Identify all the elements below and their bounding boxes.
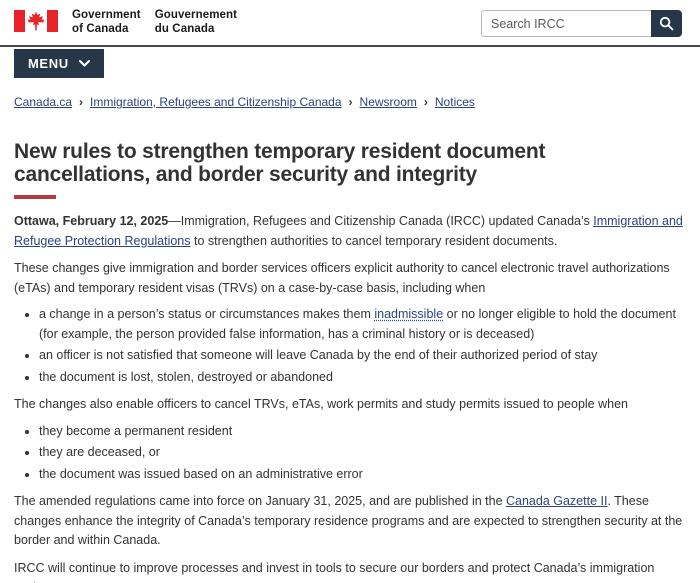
li1-text: a change in a person’s status or circums…	[39, 307, 375, 321]
list-item: the document was issued based on an admi…	[39, 465, 686, 485]
permit-cancellation-list: they become a permanent resident they ar…	[14, 422, 686, 485]
government-of-canada-logo[interactable]: Government of Canada Gouvernement du Can…	[14, 9, 237, 36]
search-icon	[659, 16, 674, 31]
paragraph-changes-intro: These changes give immigration and borde…	[14, 261, 670, 295]
dateline-dash: —	[168, 214, 181, 228]
paragraph-dateline: Ottawa, February 12, 2025—Immigration, R…	[14, 212, 686, 251]
inadmissible-definition-link[interactable]: inadmissible	[374, 307, 444, 321]
menu-button-label: MENU	[28, 56, 69, 71]
wordmark-english: Government of Canada	[72, 9, 141, 35]
breadcrumb-link-canada-ca[interactable]: Canada.ca	[14, 95, 73, 109]
canada-gazette-link[interactable]: Canada Gazette II	[506, 494, 608, 508]
p4-text-end: . These changes enhance the integrity of…	[14, 494, 683, 547]
government-wordmark: Government of Canada Gouvernement du Can…	[72, 9, 237, 36]
breadcrumb-link-notices[interactable]: Notices	[434, 95, 475, 109]
title-accent-bar	[14, 195, 56, 199]
p4-text: The amended regulations came into force …	[14, 494, 506, 508]
paragraph-closing: IRCC will continue to improve processes …	[14, 560, 655, 583]
li1-text-end: or no longer eligible to hold the docume…	[39, 307, 676, 341]
p1-text: Immigration, Refugees and Citizenship Ca…	[180, 214, 594, 228]
menu-button[interactable]: MENU	[14, 49, 104, 78]
article: New rules to strengthen temporary reside…	[0, 140, 700, 583]
regulations-link[interactable]: Immigration and Refugee Protection Regul…	[14, 214, 683, 248]
cancellation-reasons-list: a change in a person’s status or circums…	[14, 305, 686, 387]
canada-flag-icon	[14, 10, 58, 32]
page-title: New rules to strengthen temporary reside…	[14, 140, 546, 186]
list-item: an officer is not satisfied that someone…	[39, 346, 686, 366]
list-item: the document is lost, stolen, destroyed …	[39, 368, 686, 388]
paragraph-regulations-force: The amended regulations came into force …	[14, 492, 686, 551]
header-divider	[0, 45, 700, 47]
chevron-down-icon	[78, 60, 90, 67]
list-item: a change in a person’s status or circums…	[39, 305, 686, 344]
breadcrumb-separator: ›	[348, 95, 353, 109]
p1-text-end: to strengthen authorities to cancel temp…	[190, 233, 558, 248]
breadcrumb-separator: ›	[79, 95, 84, 109]
breadcrumb: Canada.ca › Immigration, Refugees and Citi…	[0, 80, 700, 109]
site-header: Government of Canada Gouvernement du Can…	[0, 0, 700, 45]
search-button[interactable]	[651, 10, 682, 37]
menu-bar: MENU	[0, 47, 700, 80]
dateline: Ottawa, February 12, 2025	[14, 214, 169, 228]
search-input[interactable]	[481, 10, 651, 37]
search-area	[481, 10, 682, 37]
list-item: they are deceased, or	[39, 443, 686, 463]
breadcrumb-separator: ›	[423, 95, 428, 109]
list-item: they become a permanent resident	[39, 422, 686, 442]
breadcrumb-link-newsroom[interactable]: Newsroom	[359, 95, 417, 109]
wordmark-french: Gouvernement du Canada	[154, 9, 238, 35]
paragraph-also-enable: The changes also enable officers to canc…	[14, 397, 628, 411]
breadcrumb-link-ircc[interactable]: Immigration, Refugees and Citizenship Ca…	[90, 95, 342, 109]
